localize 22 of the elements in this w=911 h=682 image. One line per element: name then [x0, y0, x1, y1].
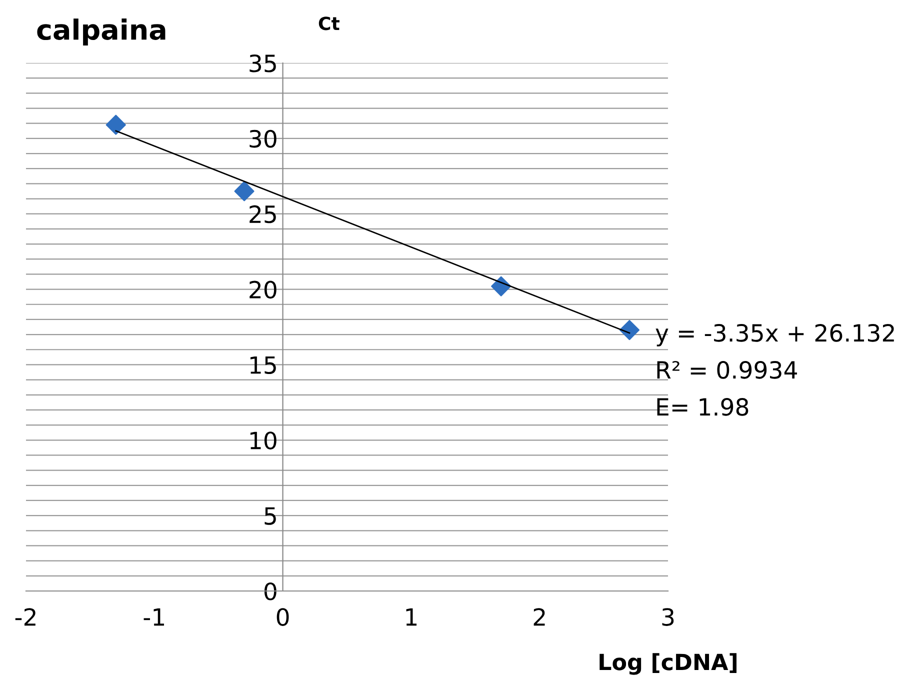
x-tick-label: -1 [144, 608, 164, 626]
x-tick-label: 2 [534, 608, 545, 626]
annotation: R² = 0.9934 [657, 360, 797, 379]
point [234, 181, 254, 202]
y-tick-label: 30 [250, 130, 276, 148]
y-tick-label: 5 [264, 507, 276, 525]
x-tick-label: 3 [662, 608, 674, 626]
annotation: y = -3.35x + 26.132 [656, 324, 894, 346]
y-tick-label: 25 [250, 205, 276, 224]
chart-title: calpaina [37, 18, 166, 46]
point [106, 114, 126, 135]
x-axis-title: Log [cDNA] [600, 653, 736, 675]
y-axis-title: Ct [318, 16, 340, 30]
x-tick-label: -2 [15, 608, 36, 626]
x-tick-label: 1 [406, 608, 417, 626]
y-tick-label: 10 [250, 432, 276, 450]
y-tick-label: 15 [250, 356, 276, 374]
point [619, 320, 640, 340]
x-tick-label: 0 [276, 608, 289, 626]
annotation: E= 1.98 [657, 398, 748, 416]
y-tick-label: 20 [250, 280, 276, 299]
y-tick-label: 35 [250, 54, 276, 72]
